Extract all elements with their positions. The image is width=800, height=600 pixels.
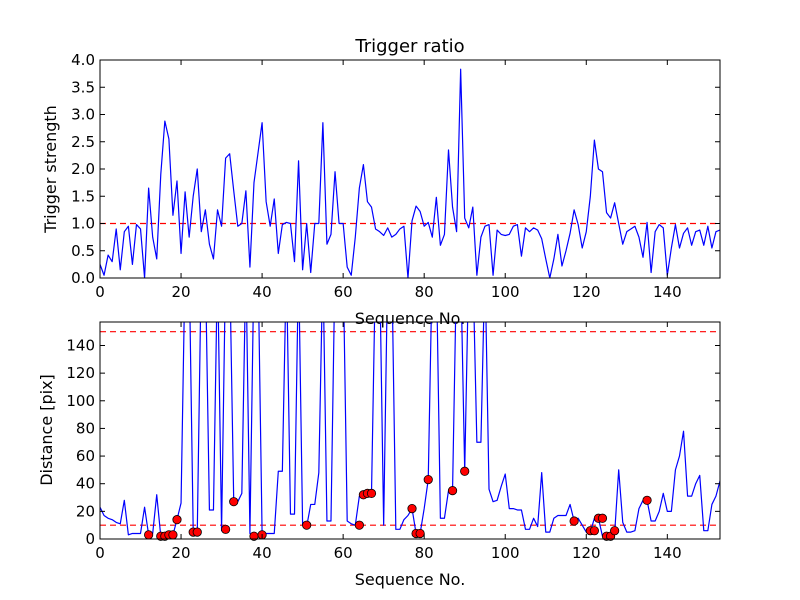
distance-chart: 0 20 40 60 80 100 120 140 0 20 40 60 80 100 120 140 Seq…: [37, 321, 721, 589]
marker-point: [597, 513, 608, 523]
x-tick-label: 120: [572, 283, 601, 301]
x-tick-label: 60: [334, 283, 353, 301]
x-tick-label: 140: [653, 283, 682, 301]
plot-area: [100, 322, 720, 541]
y-tick-label: 2.0: [71, 160, 95, 178]
chart-title: Trigger ratio: [354, 36, 464, 57]
series-line: [100, 68, 720, 278]
axis-ticks: 0 20 40 60 80 100 120 140 0 20 40 60 80 100 120 140: [66, 322, 720, 562]
plot-clip: [100, 68, 720, 278]
y-tick-label: 0.5: [71, 242, 95, 260]
y-tick-label: 1.5: [71, 187, 95, 205]
x-tick-label: 100: [491, 283, 520, 301]
marker-point: [302, 520, 312, 530]
marker-point: [610, 526, 620, 536]
marker-point: [447, 486, 458, 496]
y-tick-label: 0: [85, 530, 95, 548]
marker-point: [415, 528, 425, 539]
y-tick-label: 20: [76, 502, 95, 520]
x-tick-label: 40: [253, 283, 272, 301]
x-tick-label: 120: [572, 544, 601, 562]
x-axis-label: Sequence No.: [355, 570, 466, 589]
y-tick-label: 4.0: [71, 51, 95, 69]
marker-point: [366, 488, 377, 498]
y-tick-label: 2.5: [71, 133, 95, 151]
marker-point: [354, 520, 364, 530]
marker-point: [423, 474, 433, 485]
marker-point: [642, 495, 652, 505]
marker-point: [221, 524, 231, 534]
x-tick-label: 20: [171, 544, 190, 562]
x-tick-label: 20: [171, 283, 190, 301]
y-tick-label: 1.0: [71, 215, 95, 233]
y-tick-label: 100: [66, 392, 95, 410]
y-tick-label: 0.0: [71, 269, 95, 287]
marker-point: [460, 466, 470, 476]
x-axis-label: Sequence No.: [355, 309, 466, 328]
y-axis-label: Distance [pix]: [37, 374, 56, 486]
axis-ticks: 0 20 40 60 80 100 120 140 0.0 0.5 1.0 1.5 2.0 2.5 3.0 3…: [71, 51, 720, 301]
y-tick-label: 140: [66, 336, 95, 354]
marker-point: [569, 516, 579, 526]
y-axis-label: Trigger strength: [41, 105, 60, 234]
y-tick-label: 80: [76, 419, 95, 437]
x-tick-label: 0: [95, 544, 105, 562]
y-tick-label: 3.5: [71, 78, 95, 96]
y-tick-label: 60: [76, 447, 95, 465]
marker-point: [229, 497, 239, 507]
marker-point: [589, 526, 599, 536]
plot-area: [100, 68, 720, 278]
x-tick-label: 0: [95, 283, 105, 301]
y-tick-label: 40: [76, 475, 95, 493]
marker-point: [144, 530, 154, 540]
y-tick-label: 3.0: [71, 106, 95, 124]
x-tick-label: 100: [491, 544, 520, 562]
y-tick-label: 120: [66, 364, 95, 382]
marker-point: [168, 530, 178, 540]
marker-point: [192, 527, 202, 537]
x-tick-label: 60: [334, 544, 353, 562]
marker-point: [172, 515, 182, 525]
x-tick-label: 40: [253, 544, 272, 562]
x-tick-label: 80: [415, 283, 434, 301]
plot-frame: [99, 321, 721, 540]
marker-point: [407, 503, 417, 514]
x-tick-label: 80: [415, 544, 434, 562]
x-tick-label: 140: [653, 544, 682, 562]
